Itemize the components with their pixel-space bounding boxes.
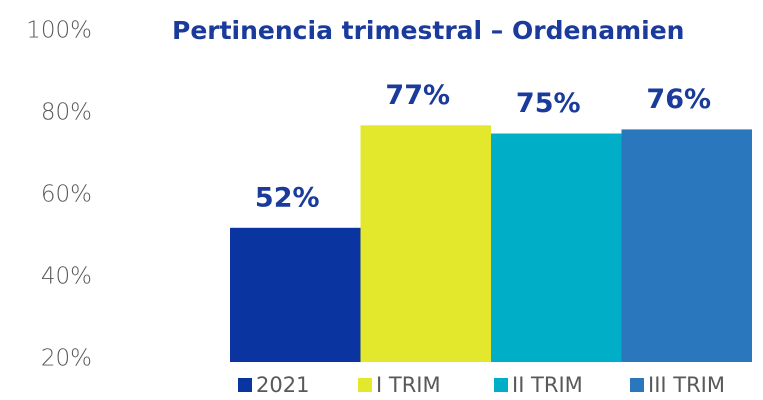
y-tick-label: 40% (41, 264, 92, 290)
legend-label: I TRIM (376, 373, 441, 397)
value-label: 52% (255, 182, 320, 213)
bar (360, 125, 491, 362)
value-label: 77% (385, 80, 450, 111)
bar (491, 133, 622, 362)
legend-swatch (358, 378, 372, 392)
y-tick-label: 60% (41, 182, 92, 208)
legend-swatch (494, 378, 508, 392)
value-label: 76% (646, 84, 711, 115)
chart-title: Pertinencia trimestral – Ordenamien (172, 16, 684, 45)
y-tick-label: 20% (41, 346, 92, 372)
legend-swatch (630, 378, 644, 392)
bar (621, 129, 752, 362)
y-tick-label: 80% (41, 100, 92, 126)
bar (230, 227, 361, 362)
legend-swatch (238, 378, 252, 392)
legend-label: 2021 (256, 373, 309, 397)
value-label: 75% (516, 88, 581, 119)
y-tick-label: 100% (26, 18, 92, 44)
legend-label: III TRIM (648, 373, 725, 397)
legend-label: II TRIM (512, 373, 583, 397)
